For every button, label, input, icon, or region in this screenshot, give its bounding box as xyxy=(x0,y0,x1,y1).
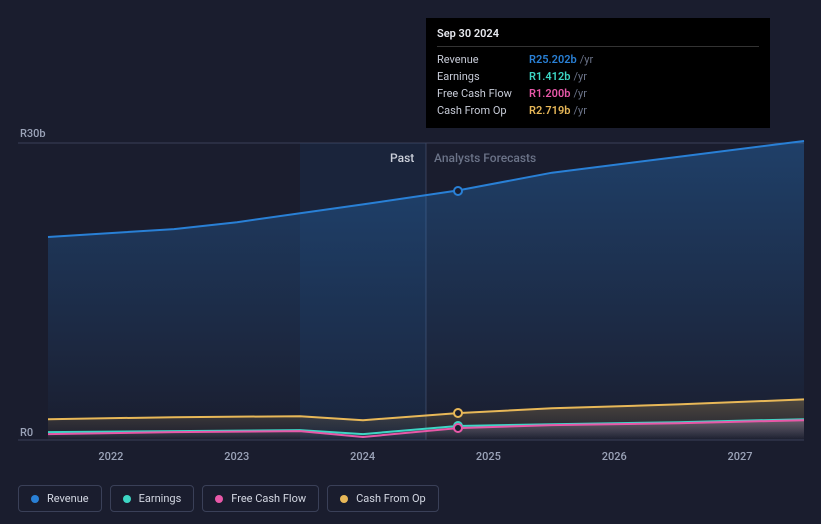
x-tick: 2023 xyxy=(174,450,300,463)
legend-item-cfo[interactable]: Cash From Op xyxy=(327,485,439,512)
y-axis-max-label: R30b xyxy=(20,127,46,140)
fcf-marker xyxy=(453,423,463,433)
tooltip-metric-unit: /yr xyxy=(573,104,586,117)
tooltip-date: Sep 30 2024 xyxy=(437,27,759,47)
tooltip-metric-unit: /yr xyxy=(573,70,586,83)
legend-item-earnings[interactable]: Earnings xyxy=(110,485,195,512)
data-tooltip: Sep 30 2024 Revenue R25.202b /yr Earning… xyxy=(426,18,770,128)
legend-label: Cash From Op xyxy=(356,492,426,505)
x-axis-labels: 2022 2023 2024 2025 2026 2027 xyxy=(48,450,803,463)
legend-dot-icon xyxy=(340,495,348,503)
legend-dot-icon xyxy=(215,495,223,503)
x-tick: 2027 xyxy=(677,450,803,463)
revenue-marker xyxy=(453,186,463,196)
y-axis-min-label: R0 xyxy=(20,426,33,439)
financial-forecast-chart: R30b R0 2022 2023 2024 2025 2026 2027 Pa… xyxy=(0,0,821,524)
tooltip-row-fcf: Free Cash Flow R1.200b /yr xyxy=(437,85,759,102)
legend-dot-icon xyxy=(31,495,39,503)
tooltip-metric-value: R1.412b xyxy=(529,70,570,83)
past-region-label: Past xyxy=(390,151,414,165)
x-tick: 2022 xyxy=(48,450,174,463)
forecast-region-label: Analysts Forecasts xyxy=(434,151,536,165)
tooltip-row-cfo: Cash From Op R2.719b /yr xyxy=(437,102,759,119)
tooltip-metric-unit: /yr xyxy=(573,87,586,100)
legend-dot-icon xyxy=(123,495,131,503)
x-tick: 2025 xyxy=(425,450,551,463)
tooltip-row-revenue: Revenue R25.202b /yr xyxy=(437,51,759,68)
legend-label: Revenue xyxy=(47,492,89,505)
tooltip-metric-value: R2.719b xyxy=(529,104,570,117)
legend-label: Earnings xyxy=(139,492,182,505)
tooltip-metric-name: Free Cash Flow xyxy=(437,87,529,100)
chart-legend: Revenue Earnings Free Cash Flow Cash Fro… xyxy=(18,485,439,512)
tooltip-metric-name: Cash From Op xyxy=(437,104,529,117)
x-tick: 2026 xyxy=(551,450,677,463)
cfo-marker xyxy=(453,408,463,418)
tooltip-metric-unit: /yr xyxy=(580,53,593,66)
legend-label: Free Cash Flow xyxy=(231,492,306,505)
tooltip-metric-value: R1.200b xyxy=(529,87,570,100)
tooltip-row-earnings: Earnings R1.412b /yr xyxy=(437,68,759,85)
tooltip-metric-name: Earnings xyxy=(437,70,529,83)
legend-item-fcf[interactable]: Free Cash Flow xyxy=(202,485,319,512)
tooltip-metric-value: R25.202b xyxy=(529,53,577,66)
x-tick: 2024 xyxy=(300,450,426,463)
tooltip-metric-name: Revenue xyxy=(437,53,529,66)
legend-item-revenue[interactable]: Revenue xyxy=(18,485,102,512)
